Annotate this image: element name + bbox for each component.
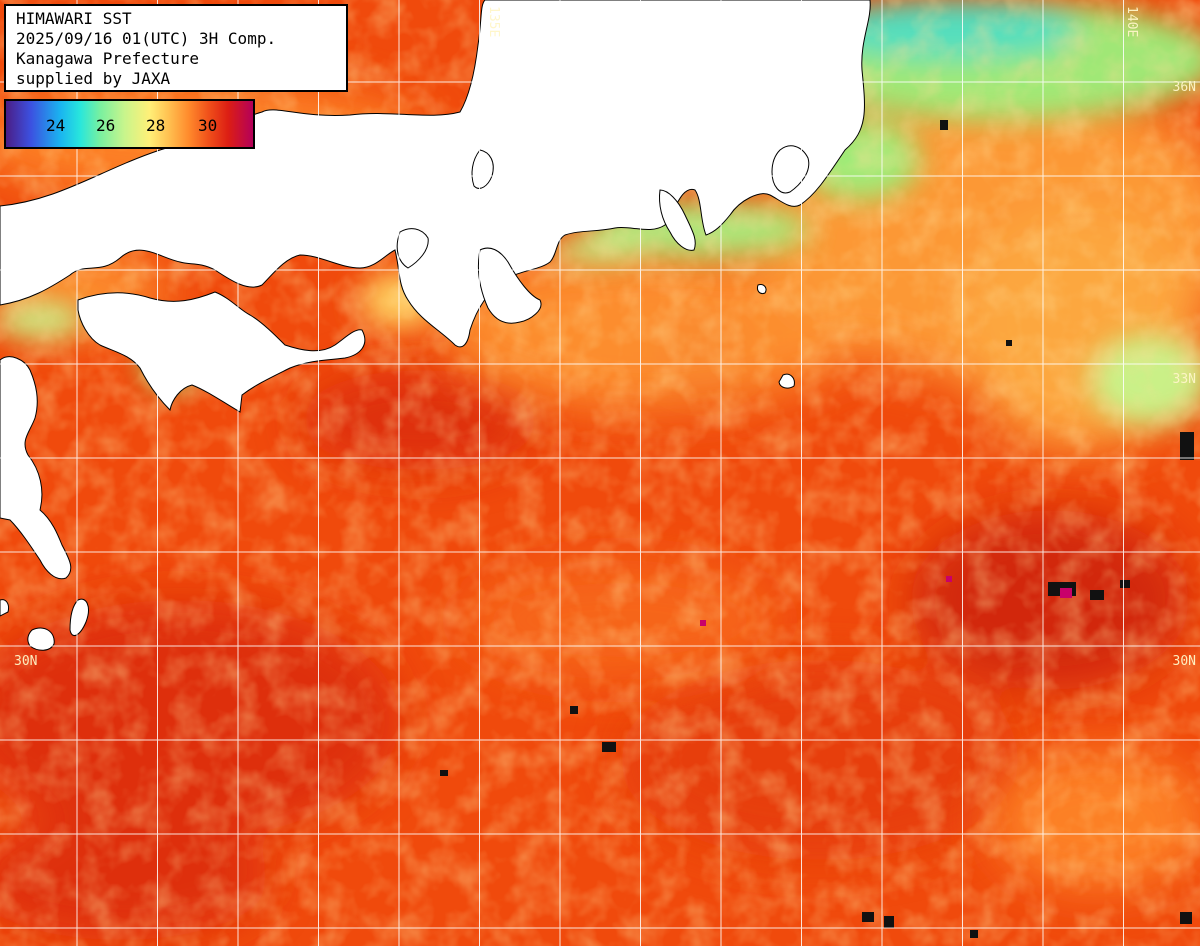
lat-label-30n-left: 30N [14,654,38,669]
hot-spots [700,576,1072,626]
land-kii-peninsula [477,247,542,324]
land-shikoku [77,291,366,413]
lat-label-30n-right: 30N [1172,654,1196,669]
temperature-colorbar: 24 26 28 30 [4,99,255,149]
product-title: HIMAWARI SST [16,9,132,28]
land-kyushu [0,356,72,580]
land-yakushima [27,627,55,651]
land-honshu [0,0,871,348]
scale-label-26: 26 [96,116,116,135]
scale-label-24: 24 [46,116,66,135]
land-awaji [396,228,429,269]
lon-label-140e: 140E [1124,6,1139,38]
land-isle-3 [757,284,767,294]
info-box: HIMAWARI SST 2025/09/16 01(UTC) 3H Comp.… [4,4,348,92]
timestamp: 2025/09/16 01(UTC) 3H Comp. [16,29,277,48]
lat-label-36n: 36N [1172,80,1196,95]
lon-label-135e: 135E [486,6,501,38]
organization: Kanagawa Prefecture [16,49,200,68]
land-izu [659,189,696,251]
data-credit: supplied by JAXA [16,69,171,88]
land [0,0,871,651]
lat-label-33n: 33N [1172,372,1196,387]
land-sado-like-isle [471,149,494,189]
scale-label-28: 28 [146,116,166,135]
scale-label-30: 30 [198,116,218,135]
land-isle-2 [0,599,9,617]
land-izu-isle-1 [778,373,795,389]
